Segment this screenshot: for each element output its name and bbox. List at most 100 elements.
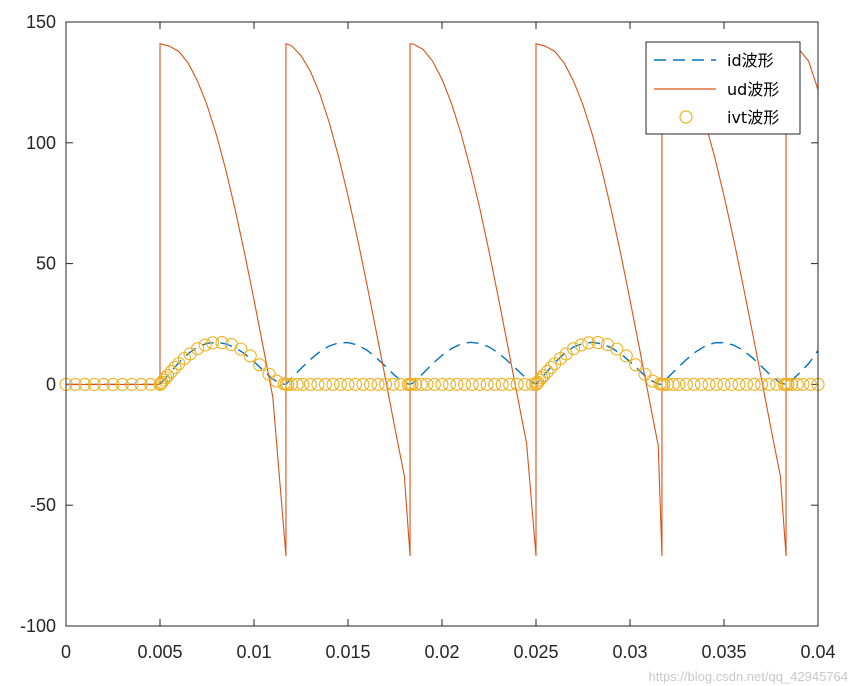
ivt-data-point — [379, 377, 393, 391]
y-tick-label: 100 — [26, 133, 56, 153]
ivt-data-point — [371, 377, 385, 391]
ivt-data-point — [657, 377, 671, 391]
ivt-data-point — [574, 338, 588, 352]
x-tick-label: 0.015 — [325, 642, 370, 662]
ivt-data-point — [495, 377, 509, 391]
ivt-data-point — [341, 377, 355, 391]
ivt-data-point — [740, 377, 754, 391]
ivt-data-point — [629, 358, 643, 372]
ivt-data-point — [394, 377, 408, 391]
x-tick-label: 0.01 — [236, 642, 271, 662]
ivt-data-point — [480, 377, 494, 391]
ivt-data-point — [687, 377, 701, 391]
ivt-data-point — [702, 377, 716, 391]
ivt-data-point — [582, 336, 596, 350]
ivt-data-point — [666, 377, 680, 391]
x-axis-ticks: 0 0.005 0.01 0.015 0.02 0.025 0.03 0.035 0.04 — [61, 22, 836, 662]
ivt-data-point — [326, 377, 340, 391]
legend: id波形 ud波形 ivt波形 — [645, 41, 801, 135]
ivt-data-point — [536, 369, 551, 383]
ivt-data-point — [318, 377, 332, 391]
ivt-data-point — [755, 377, 769, 391]
ivt-data-point — [525, 377, 539, 391]
ivt-data-point — [311, 377, 325, 391]
ivt-data-point — [796, 377, 810, 391]
ivt-data-point — [709, 377, 724, 391]
legend-label-ivt: ivt波形 — [727, 108, 779, 127]
legend-label-ud: ud波形 — [727, 80, 779, 99]
x-tick-label: 0.02 — [424, 642, 459, 662]
ivt-data-point — [544, 360, 558, 375]
ivt-data-point — [281, 377, 295, 391]
x-tick-label: 0.03 — [612, 642, 647, 662]
ivt-data-point — [435, 377, 449, 391]
ivt-data-point — [243, 349, 257, 363]
x-tick-label: 0.035 — [701, 642, 746, 662]
ivt-data-point — [78, 377, 92, 391]
plot-frame — [65, 21, 819, 627]
ivt-data-point — [134, 377, 148, 391]
y-tick-label: 50 — [36, 254, 56, 274]
ivt-data-point — [106, 377, 120, 391]
ivt-data-point — [785, 377, 799, 391]
ivt-data-point — [803, 377, 818, 391]
ivt-data-point — [450, 377, 464, 391]
ivt-data-point — [679, 377, 693, 391]
ivt-data-point — [290, 377, 304, 391]
series-ud-line — [66, 42, 819, 556]
ivt-data-point — [591, 336, 605, 350]
ivt-data-point — [533, 373, 547, 387]
ivt-data-point — [442, 377, 457, 391]
ivt-data-point — [253, 358, 267, 372]
ivt-data-point — [386, 377, 400, 391]
ivt-data-point — [198, 338, 212, 352]
ivt-data-point — [191, 342, 205, 356]
ivt-data-point — [473, 377, 487, 391]
ivt-data-point — [206, 336, 220, 350]
ivt-data-point — [262, 367, 276, 381]
ivt-data-point — [234, 342, 248, 356]
x-tick-label: 0.005 — [137, 642, 182, 662]
ivt-data-point — [364, 377, 378, 391]
ivt-data-point — [215, 336, 229, 350]
ivt-data-point — [747, 377, 761, 391]
ivt-data-point — [68, 377, 82, 391]
ivt-data-point — [160, 369, 175, 383]
ivt-data-point — [503, 377, 517, 391]
ivt-data-point — [619, 349, 633, 363]
ivt-data-point — [157, 373, 171, 387]
ivt-data-point — [610, 342, 624, 356]
y-axis-ticks: -100 -50 0 50 100 150 — [20, 12, 818, 636]
ivt-data-point — [87, 377, 101, 391]
ivt-data-point — [296, 377, 310, 391]
ivt-data-point — [762, 377, 776, 391]
ivt-data-point — [420, 377, 434, 391]
ivt-data-point — [303, 377, 317, 391]
y-tick-label: -100 — [20, 616, 56, 636]
legend-label-id: id波形 — [727, 51, 774, 70]
legend-marker-ivt — [679, 110, 693, 124]
ivt-data-point — [661, 377, 675, 391]
x-tick-label: 0.04 — [800, 642, 835, 662]
ivt-data-point — [638, 367, 652, 381]
ivt-data-point — [732, 377, 746, 391]
ivt-data-point — [540, 365, 554, 379]
ivt-data-point — [717, 377, 731, 391]
y-tick-label: -50 — [30, 495, 56, 515]
x-tick-label: 0.025 — [513, 642, 558, 662]
ivt-data-point — [125, 377, 139, 391]
ivt-data-point — [115, 377, 129, 391]
ivt-data-point — [567, 342, 581, 356]
y-tick-label: 0 — [46, 374, 56, 394]
ivt-data-point — [458, 377, 472, 391]
ivt-data-point — [427, 377, 442, 391]
ivt-data-point — [409, 377, 423, 391]
ivt-data-point — [285, 377, 299, 391]
ivt-data-point — [333, 377, 348, 391]
ivt-data-point — [672, 377, 686, 391]
ivt-data-point — [488, 377, 502, 391]
x-tick-label: 0 — [61, 642, 71, 662]
legend-box — [645, 41, 801, 135]
ivt-data-point — [97, 377, 111, 391]
